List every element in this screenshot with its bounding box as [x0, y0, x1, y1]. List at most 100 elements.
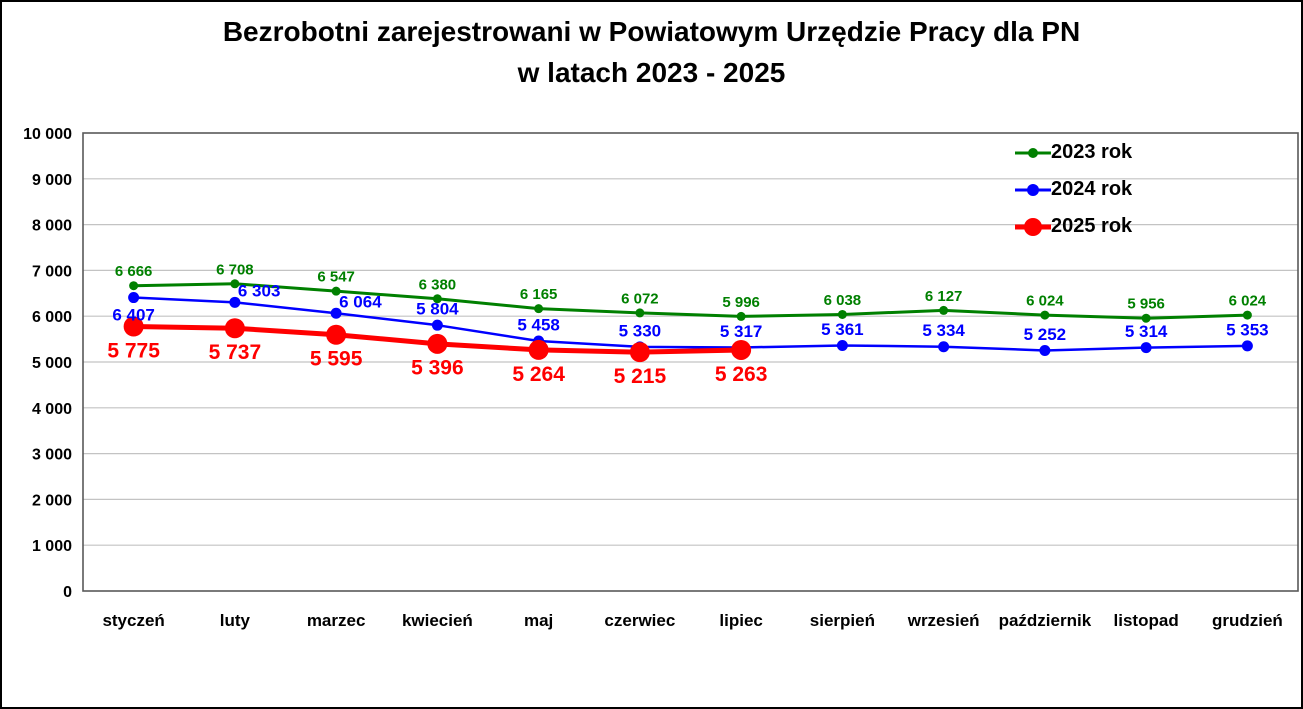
legend-label-2024: 2024 rok	[1051, 178, 1133, 200]
data-label: 5 956	[1127, 296, 1165, 313]
data-label: 5 215	[614, 365, 667, 388]
data-point	[736, 311, 746, 321]
data-point	[123, 316, 144, 337]
data-label: 5 804	[416, 300, 459, 319]
data-label: 5 314	[1125, 322, 1168, 341]
data-label: 6 024	[1229, 293, 1267, 310]
data-label: 6 072	[621, 290, 659, 307]
y-axis-tick-label: 7 000	[32, 263, 72, 280]
x-axis-label: listopad	[1114, 611, 1179, 630]
legend-item-2023: 2023 rok	[1015, 134, 1132, 171]
legend-label-2023: 2023 rok	[1051, 141, 1133, 163]
data-label: 5 317	[720, 322, 763, 341]
legend-dot	[1027, 183, 1039, 196]
x-axis-label: styczeń	[102, 611, 164, 630]
data-point	[836, 339, 848, 351]
legend: 2023 rok 2024 rok 2025 rok	[1015, 134, 1132, 245]
data-label: 5 996	[722, 294, 760, 311]
y-axis-tick-label: 10 000	[23, 126, 72, 143]
data-label: 6 024	[1026, 293, 1064, 310]
y-axis-tick-label: 6 000	[32, 309, 72, 326]
data-label: 6 165	[520, 286, 558, 303]
data-label: 6 303	[238, 281, 281, 300]
data-point	[837, 309, 847, 319]
legend-item-2025: 2025 rok	[1015, 208, 1132, 245]
y-axis-tick-label: 9 000	[32, 172, 72, 189]
y-axis-tick-label: 3 000	[32, 447, 72, 464]
y-axis-tick-label: 2 000	[32, 492, 72, 509]
x-axis-label: czerwiec	[604, 611, 675, 630]
x-axis-label: luty	[220, 611, 251, 630]
x-axis-label: grudzień	[1212, 611, 1283, 630]
series-line-2024-rok	[133, 296, 1248, 352]
data-point	[731, 339, 752, 360]
data-point	[128, 292, 140, 304]
data-point	[1140, 342, 1152, 354]
x-axis-label: lipiec	[719, 611, 762, 630]
legend-marker-2025-icon	[1015, 217, 1051, 236]
legend-dot	[1028, 147, 1038, 158]
series-line-2023-rok	[133, 282, 1248, 320]
data-point	[635, 308, 645, 318]
data-label: 6 547	[317, 269, 355, 286]
data-label: 5 458	[517, 316, 560, 335]
data-label: 5 334	[922, 321, 965, 340]
legend-marker-2023-icon	[1015, 147, 1051, 158]
data-label: 5 353	[1226, 320, 1269, 339]
x-axis-label: październik	[999, 611, 1092, 630]
plot-border	[82, 132, 1299, 592]
data-point	[229, 296, 241, 308]
x-axis-label: wrzesień	[907, 611, 980, 630]
data-point	[1242, 310, 1252, 320]
data-point	[534, 304, 544, 314]
data-point	[1141, 313, 1151, 323]
data-point	[629, 342, 650, 363]
data-point	[431, 319, 443, 331]
data-label: 6 380	[419, 276, 457, 293]
y-axis-tick-label: 1 000	[32, 538, 72, 555]
chart-title: Bezrobotni zarejestrowani w Powiatowym U…	[2, 12, 1301, 93]
y-axis-tick-label: 8 000	[32, 218, 72, 235]
chart-title-line2: w latach 2023 - 2025	[517, 56, 786, 88]
legend-marker-2024-icon	[1015, 183, 1051, 196]
data-point	[224, 318, 245, 339]
data-point	[330, 307, 342, 319]
data-point	[938, 341, 950, 353]
data-point	[1039, 344, 1051, 356]
data-label: 6 127	[925, 288, 963, 305]
data-label: 5 264	[512, 363, 565, 386]
chart-title-line1: Bezrobotni zarejestrowani w Powiatowym U…	[222, 16, 1081, 47]
x-axis-label: sierpień	[810, 611, 875, 630]
data-point	[432, 294, 442, 304]
y-axis-tick-label: 0	[63, 584, 72, 601]
data-label: 6 407	[112, 306, 155, 325]
data-label: 6 038	[824, 292, 862, 309]
data-point	[326, 324, 347, 345]
x-axis-label: kwiecień	[402, 611, 473, 630]
data-point	[1040, 310, 1050, 320]
data-point	[230, 279, 240, 289]
x-axis-label: maj	[524, 611, 553, 630]
y-axis-tick-label: 4 000	[32, 401, 72, 418]
data-label: 6 708	[216, 261, 254, 278]
data-label: 5 263	[715, 363, 768, 386]
data-point	[427, 333, 448, 354]
data-label: 6 666	[115, 263, 153, 280]
data-label: 6 064	[339, 292, 382, 311]
legend-item-2024: 2024 rok	[1015, 171, 1132, 208]
data-label: 5 775	[107, 339, 160, 362]
data-point	[129, 281, 139, 291]
data-point	[1241, 340, 1253, 352]
data-label: 5 396	[411, 357, 464, 380]
data-point	[331, 286, 341, 296]
data-label: 5 361	[821, 320, 864, 339]
data-label: 5 252	[1024, 325, 1067, 344]
x-axis-label: marzec	[307, 611, 366, 630]
y-axis-tick-label: 5 000	[32, 355, 72, 372]
data-label: 5 595	[310, 348, 363, 371]
legend-dot	[1024, 217, 1042, 236]
data-point	[939, 305, 949, 315]
data-label: 5 330	[619, 321, 662, 340]
